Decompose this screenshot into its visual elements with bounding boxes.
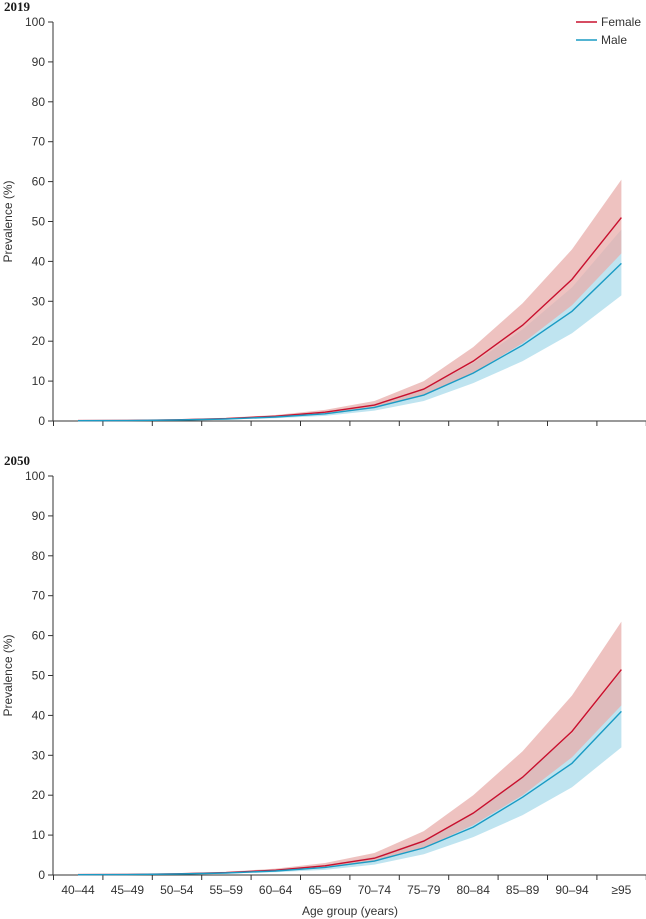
series-line-male [77, 710, 622, 876]
y-tick-label: 90 [32, 509, 46, 523]
y-tick-label: 100 [25, 469, 45, 483]
legend-label-female: Female [601, 15, 641, 29]
y-tick-label: 20 [32, 788, 46, 802]
x-tick-label: 45–49 [111, 883, 145, 897]
y-tick-label: 50 [32, 669, 46, 683]
x-tick-label: 50–54 [160, 883, 194, 897]
x-tick-label: 85–89 [506, 883, 540, 897]
x-tick-label: 60–64 [259, 883, 293, 897]
y-tick-label: 60 [32, 175, 46, 189]
y-tick-label: 0 [38, 868, 45, 882]
uncertainty-band-male [78, 229, 622, 421]
y-tick-label: 80 [32, 549, 46, 563]
panel-title: 2050 [4, 453, 30, 468]
x-tick-label: 75–79 [407, 883, 441, 897]
x-tick-label: 40–44 [61, 883, 95, 897]
y-tick-label: 50 [32, 215, 46, 229]
uncertainty-band-female [78, 179, 622, 421]
y-tick-label: 10 [32, 374, 46, 388]
y-tick-label: 40 [32, 708, 46, 722]
y-tick-label: 30 [32, 748, 46, 762]
y-tick-label: 70 [32, 589, 46, 603]
y-tick-label: 20 [32, 334, 46, 348]
y-tick-label: 60 [32, 629, 46, 643]
y-tick-label: 100 [25, 15, 45, 29]
legend-label-male: Male [601, 33, 627, 47]
x-tick-label: 55–59 [210, 883, 244, 897]
y-tick-label: 10 [32, 828, 46, 842]
x-tick-label: 65–69 [308, 883, 342, 897]
series-line-male [77, 262, 622, 422]
x-tick-label: ≥95 [611, 883, 631, 897]
y-tick-label: 90 [32, 55, 46, 69]
y-tick-label: 80 [32, 95, 46, 109]
y-axis-title: Prevalence (%) [1, 634, 15, 716]
x-tick-label: 90–94 [555, 883, 589, 897]
y-tick-label: 40 [32, 254, 46, 268]
x-axis-title: Age group (years) [302, 904, 398, 918]
uncertainty-band-male [78, 671, 622, 875]
y-tick-label: 30 [32, 294, 46, 308]
y-tick-label: 0 [38, 414, 45, 428]
y-tick-label: 70 [32, 135, 46, 149]
chart-panel-2050: 2050 0 10 20 30 40 50 60 70 80 90 100 Prevalence (%)… [1, 453, 646, 918]
x-tick-label: 80–84 [457, 883, 491, 897]
panel-title: 2019 [4, 0, 31, 14]
chart-panel-2019: 2019 0 10 20 30 40 50 60 70 80 90 100 Prevalence (%)… [1, 0, 646, 428]
y-axis-title: Prevalence (%) [1, 180, 15, 262]
uncertainty-band-female [78, 621, 622, 875]
legend: Female Male [576, 15, 641, 47]
x-tick-label: 70–74 [358, 883, 392, 897]
